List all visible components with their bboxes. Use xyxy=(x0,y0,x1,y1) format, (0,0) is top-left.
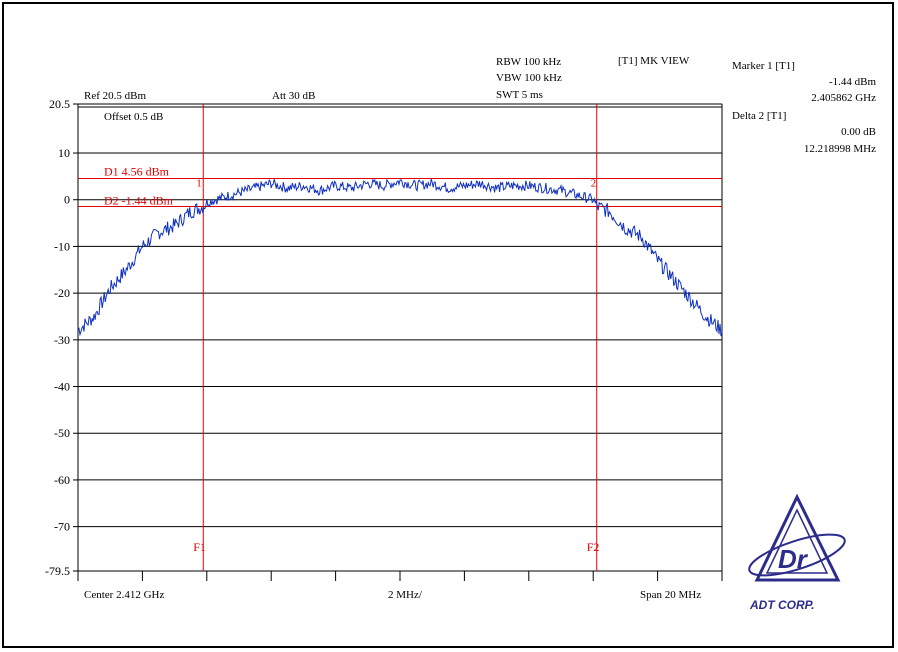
rbw-setting: RBW 100 kHz xyxy=(496,56,562,68)
delta2-title: Delta 2 [T1] xyxy=(732,110,787,122)
y-tick-label: -70 xyxy=(54,520,70,534)
y-tick-label: -10 xyxy=(54,239,70,253)
span: Span 20 MHz xyxy=(640,589,702,601)
y-tick-label: -79.5 xyxy=(45,564,70,578)
sweep-time: SWT 5 ms xyxy=(496,89,543,101)
f2-label: F2 xyxy=(587,540,600,554)
d1-label: D1 4.56 dBm xyxy=(104,164,170,178)
y-tick-label: -20 xyxy=(54,286,70,300)
delta2-level: 0.00 dB xyxy=(841,126,876,138)
spectrum-trace xyxy=(77,178,723,337)
y-tick-label: -60 xyxy=(54,473,70,487)
marker1-number: 1 xyxy=(196,177,202,189)
trace-mode: [T1] MK VIEW xyxy=(618,55,690,67)
offset-label: Offset 0.5 dB xyxy=(104,111,164,123)
y-tick-label: -40 xyxy=(54,380,70,394)
f1-label: F1 xyxy=(193,540,206,554)
marker2-number: 2 xyxy=(591,177,597,189)
per-division: 2 MHz/ xyxy=(388,589,422,601)
y-tick-label: 0 xyxy=(64,193,70,207)
y-tick-label: 10 xyxy=(58,146,70,160)
marker1-level: -1.44 dBm xyxy=(828,76,876,88)
y-tick-label: 20.5 xyxy=(49,97,70,111)
vbw-setting: VBW 100 kHz xyxy=(496,72,562,84)
delta2-freq: 12.218998 MHz xyxy=(803,143,876,155)
y-tick-label: -50 xyxy=(54,426,70,440)
marker1-title: Marker 1 [T1] xyxy=(732,60,795,72)
center-frequency: Center 2.412 GHz xyxy=(84,589,165,601)
marker1-freq: 2.405862 GHz xyxy=(811,92,876,104)
y-tick-label: -30 xyxy=(54,333,70,347)
ref-level: Ref 20.5 dBm xyxy=(84,90,147,102)
attenuation: Att 30 dB xyxy=(272,90,316,102)
d2-label: D2 -1.44 dBm xyxy=(104,193,174,207)
